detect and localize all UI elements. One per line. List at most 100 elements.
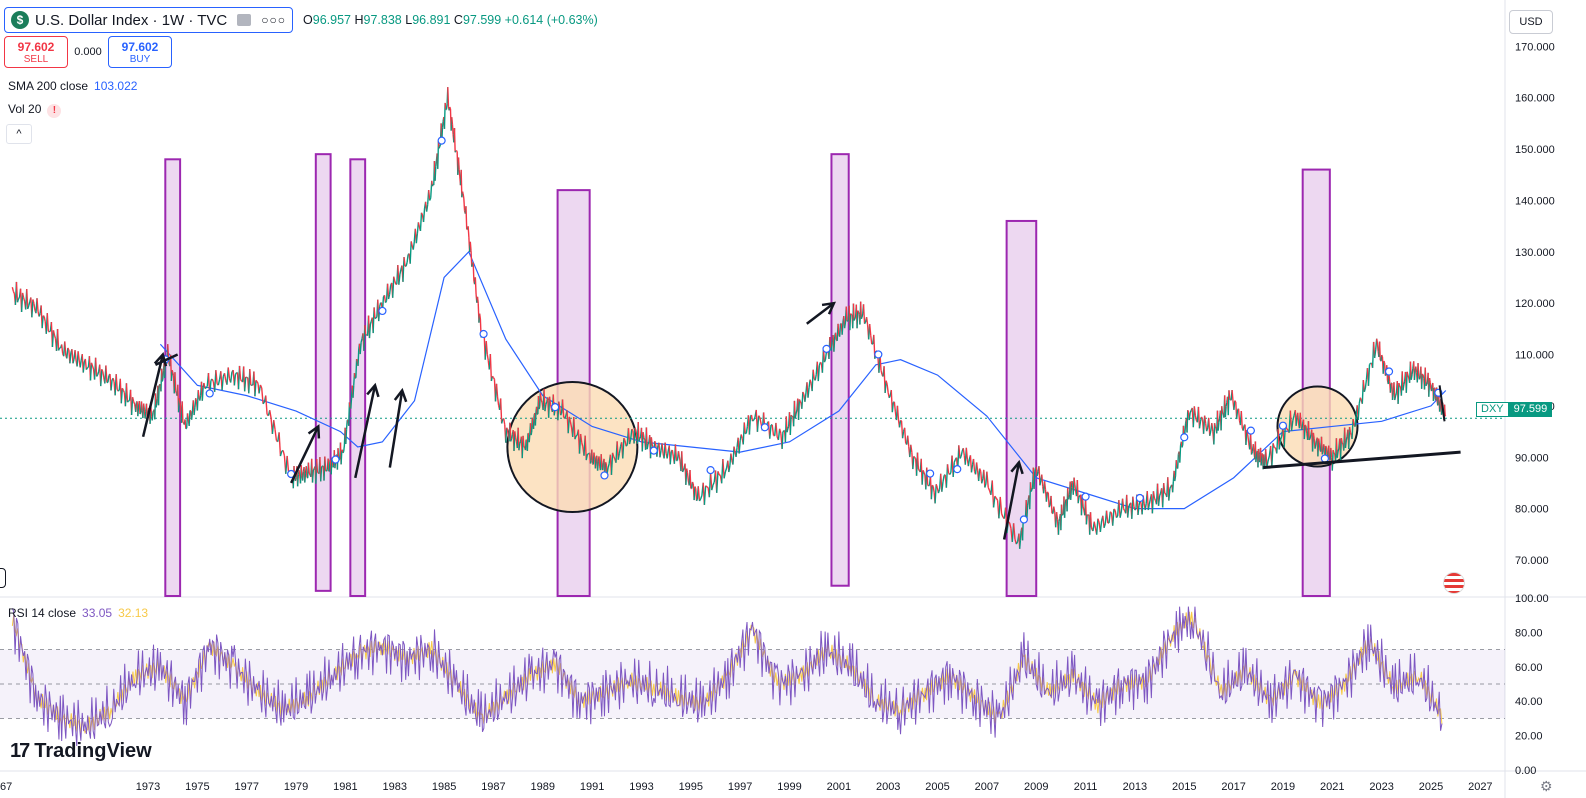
price-candle-segment [598, 456, 601, 467]
price-candle-segment [300, 465, 303, 476]
price-tick-label: 150.000 [1515, 144, 1555, 156]
price-candle-segment [569, 421, 573, 428]
price-candle-segment [607, 463, 610, 468]
price-candle-segment [722, 459, 725, 479]
price-candle-segment [254, 380, 257, 397]
price-candle-segment [532, 415, 535, 429]
price-candle-segment [1424, 367, 1427, 386]
price-candle-segment [110, 379, 113, 391]
price-candle-segment [538, 406, 541, 410]
price-candle-segment [495, 383, 499, 397]
price-candle-segment [1428, 377, 1431, 383]
price-candle-segment [891, 402, 895, 413]
rsi-indicator-legend[interactable]: RSI 14 close 33.05 32.13 [8, 606, 149, 620]
price-candle-segment [1271, 443, 1274, 467]
price-candle-segment [1304, 424, 1307, 427]
event-marker [437, 136, 446, 145]
price-candle-segment [717, 471, 720, 475]
trend-arrow-head [1010, 459, 1024, 475]
price-candle-segment [638, 438, 641, 442]
price-candle-segment [188, 410, 191, 426]
price-candle-segment [492, 377, 496, 380]
price-candle-segment [1151, 491, 1155, 514]
price-candle-segment [1114, 510, 1118, 518]
price-candle-segment [666, 450, 669, 459]
price-candle-segment [142, 403, 146, 410]
price-candle-segment [794, 413, 797, 419]
settings-gear-icon[interactable]: ⚙ [1540, 778, 1553, 794]
price-candle-segment [509, 422, 512, 442]
sma-indicator-legend[interactable]: SMA 200 close 103.022 [8, 79, 138, 93]
price-candle-segment [744, 432, 747, 435]
price-candle-segment [659, 450, 662, 458]
price-candle-segment [735, 447, 738, 457]
trend-arrow [1002, 462, 1021, 540]
price-candle-segment [1307, 421, 1310, 440]
price-candle-segment [12, 291, 16, 294]
price-candle-segment [991, 480, 995, 508]
price-candle-segment [122, 389, 126, 393]
price-candle-segment [171, 369, 174, 373]
price-candle-segment [979, 468, 982, 472]
price-candle-segment [1363, 387, 1367, 393]
price-candle-segment [1364, 379, 1368, 389]
price-candle-segment [510, 438, 513, 442]
price-candle-segment [798, 399, 801, 402]
price-candle-segment [444, 102, 447, 110]
scroll-handle[interactable] [0, 568, 6, 588]
highlight-band [164, 158, 182, 597]
price-candle-segment [175, 390, 178, 394]
price-candle-segment [157, 386, 160, 406]
price-candle-segment [256, 381, 259, 384]
price-candle-segment [66, 347, 69, 359]
price-candle-segment [782, 430, 785, 433]
rsi-tick-label: 20.00 [1515, 731, 1543, 743]
price-candle-segment [352, 385, 355, 398]
price-candle-segment [1208, 417, 1211, 436]
buy-button[interactable]: 97.602 BUY [108, 36, 172, 68]
price-tick-label: 160.000 [1515, 93, 1555, 105]
price-candle-segment [1213, 423, 1216, 445]
price-candle-segment [581, 442, 584, 447]
price-candle-segment [203, 382, 206, 389]
price-candle-segment [72, 358, 75, 364]
price-candle-segment [489, 354, 493, 382]
symbol-selector[interactable]: $ U.S. Dollar Index · 1W · TVC ○○○ [4, 7, 294, 33]
price-candle-segment [355, 358, 358, 362]
price-candle-segment [1317, 438, 1321, 443]
price-candle-segment [921, 470, 924, 485]
price-candle-segment [1325, 445, 1328, 449]
price-candle-segment [348, 402, 351, 408]
price-candle-segment [1176, 454, 1180, 469]
price-candle-segment [1137, 505, 1140, 515]
price-candle-segment [273, 420, 276, 430]
price-candle-segment [972, 458, 976, 472]
price-candle-segment [642, 432, 645, 438]
price-candle-segment [518, 443, 521, 451]
price-candle-segment [137, 405, 140, 417]
price-candle-segment [1339, 438, 1343, 461]
price-candle-segment [1348, 426, 1351, 450]
currency-selector[interactable]: USD [1509, 10, 1553, 34]
price-candle-segment [1221, 406, 1224, 414]
event-marker [760, 423, 769, 432]
more-options-icon[interactable]: ○○○ [261, 13, 287, 27]
price-candle-segment [11, 287, 15, 292]
last-price-tag: DXY 97.599 [1476, 402, 1553, 417]
price-candle-segment [610, 452, 614, 475]
time-tick-label: 2019 [1271, 781, 1295, 793]
sell-button[interactable]: 97.602 SELL [4, 36, 68, 68]
compare-icon[interactable] [237, 14, 252, 26]
price-candle-segment [912, 456, 915, 470]
price-candle-segment [1260, 461, 1263, 466]
price-candle-segment [846, 320, 849, 322]
price-candle-segment [523, 445, 526, 449]
price-candle-segment [22, 297, 26, 302]
price-candle-segment [769, 424, 772, 439]
volume-indicator-legend[interactable]: Vol 20! [8, 102, 62, 118]
price-candle-segment [1018, 540, 1022, 549]
us-flag-icon[interactable] [1443, 572, 1465, 594]
collapse-legend-button[interactable]: ^ [6, 124, 32, 144]
event-marker [1278, 421, 1288, 430]
